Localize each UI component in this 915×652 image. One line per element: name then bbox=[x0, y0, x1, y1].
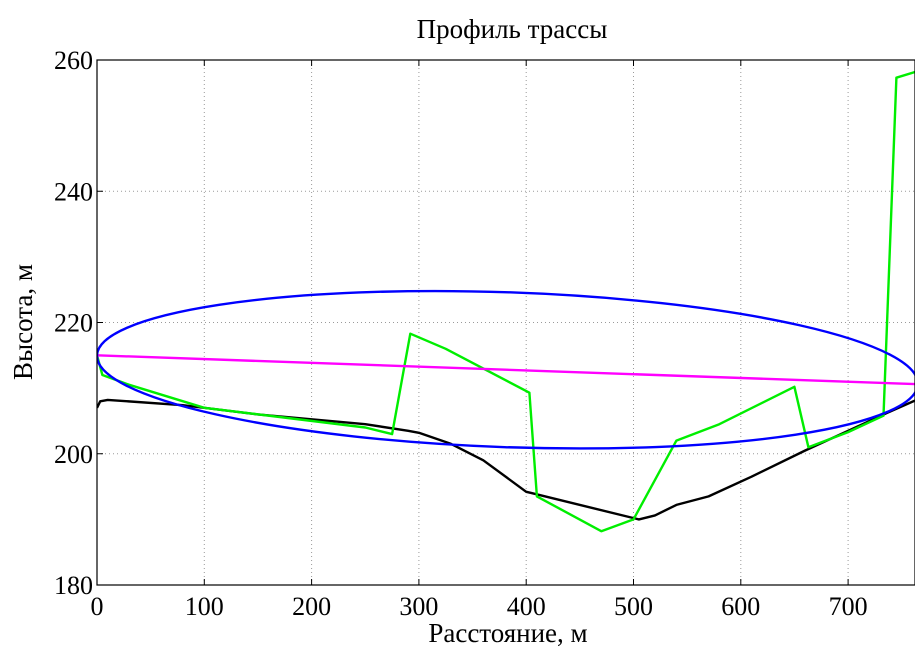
y-tick-label: 240 bbox=[54, 177, 93, 206]
terrain-profile-line bbox=[97, 398, 915, 521]
line-of-sight-line bbox=[97, 354, 915, 386]
x-tick-label: 600 bbox=[721, 592, 760, 621]
grid bbox=[97, 60, 915, 585]
series-layer bbox=[97, 70, 915, 533]
y-tick-label: 220 bbox=[54, 309, 93, 338]
x-axis-label: Расстояние, м bbox=[428, 618, 587, 648]
x-tick-label: 400 bbox=[507, 592, 546, 621]
y-axis-label: Высота, м bbox=[8, 264, 38, 380]
fresnel-zone-ellipse bbox=[97, 289, 915, 450]
y-tick-label: 180 bbox=[54, 571, 93, 600]
x-tick-label: 700 bbox=[829, 592, 868, 621]
y-tick-label: 200 bbox=[54, 440, 93, 469]
x-tick-label: 500 bbox=[614, 592, 653, 621]
x-tick-label: 0 bbox=[91, 592, 104, 621]
y-tick-label: 260 bbox=[54, 46, 93, 75]
x-tick-label: 200 bbox=[292, 592, 331, 621]
x-tick-label: 300 bbox=[399, 592, 438, 621]
x-axis: 0 100 200 300 400 500 600 700 bbox=[91, 60, 868, 621]
chart-title: Профиль трассы bbox=[417, 14, 608, 44]
x-tick-label: 100 bbox=[185, 592, 224, 621]
obstacle-profile-line bbox=[97, 70, 915, 533]
y-axis: 180 200 220 240 260 bbox=[54, 46, 103, 600]
